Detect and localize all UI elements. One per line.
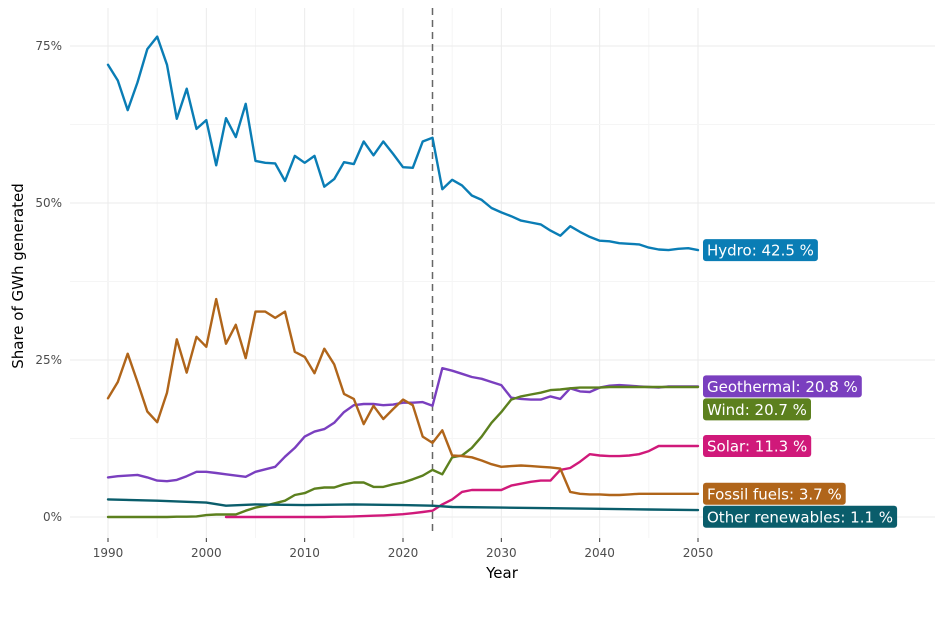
label-text: Solar: 11.3 % — [707, 438, 807, 456]
y-axis-title: Share of GWh generated — [9, 183, 27, 369]
label-box — [703, 239, 818, 262]
label-box — [703, 482, 846, 505]
series-end-labels: Hydro: 42.5 % Geothermal: 20.8 % Wind: 20.… — [703, 239, 898, 528]
end-label-wind: Wind: 20.7 % — [703, 398, 811, 421]
x-axis-title: Year — [485, 564, 519, 582]
series-line-hydro — [106, 35, 700, 252]
end-label-hydro: Hydro: 42.5 % — [703, 239, 818, 262]
y-axis-ticks: 0% 25% 50% 75% — [35, 39, 62, 524]
label-box — [703, 505, 898, 528]
label-text: Hydro: 42.5 % — [707, 242, 814, 260]
series-line-other-renewables — [106, 498, 700, 512]
label-text: Geothermal: 20.8 % — [707, 378, 858, 396]
end-label-solar: Solar: 11.3 % — [703, 435, 812, 458]
series-lines — [106, 35, 700, 519]
x-tick-label: 1990 — [93, 546, 124, 560]
series-line-fossil-fuels — [106, 297, 700, 497]
label-text: Fossil fuels: 3.7 % — [707, 485, 842, 503]
series-line-wind — [106, 385, 700, 519]
x-axis-ticks: 1990 2000 2010 2020 2030 2040 2050 — [93, 538, 714, 560]
y-tick-label: 25% — [35, 353, 62, 367]
label-box — [703, 375, 862, 398]
x-tick-label: 2050 — [683, 546, 714, 560]
label-text: Other renewables: 1.1 % — [707, 508, 893, 526]
end-label-fossil-fuels: Fossil fuels: 3.7 % — [703, 482, 846, 505]
label-text: Wind: 20.7 % — [707, 401, 807, 419]
y-tick-label: 0% — [43, 510, 62, 524]
label-box — [703, 435, 812, 458]
end-label-geothermal: Geothermal: 20.8 % — [703, 375, 862, 398]
series-line-solar — [224, 444, 700, 519]
y-tick-label: 50% — [35, 196, 62, 210]
x-tick-label: 2020 — [388, 546, 419, 560]
y-tick-label: 75% — [35, 39, 62, 53]
end-label-other-renewables: Other renewables: 1.1 % — [703, 505, 898, 528]
x-tick-label: 2010 — [289, 546, 320, 560]
label-box — [703, 398, 811, 421]
x-tick-label: 2030 — [486, 546, 517, 560]
x-tick-label: 2000 — [191, 546, 222, 560]
grid-lines — [70, 8, 935, 538]
x-tick-label: 2040 — [584, 546, 615, 560]
